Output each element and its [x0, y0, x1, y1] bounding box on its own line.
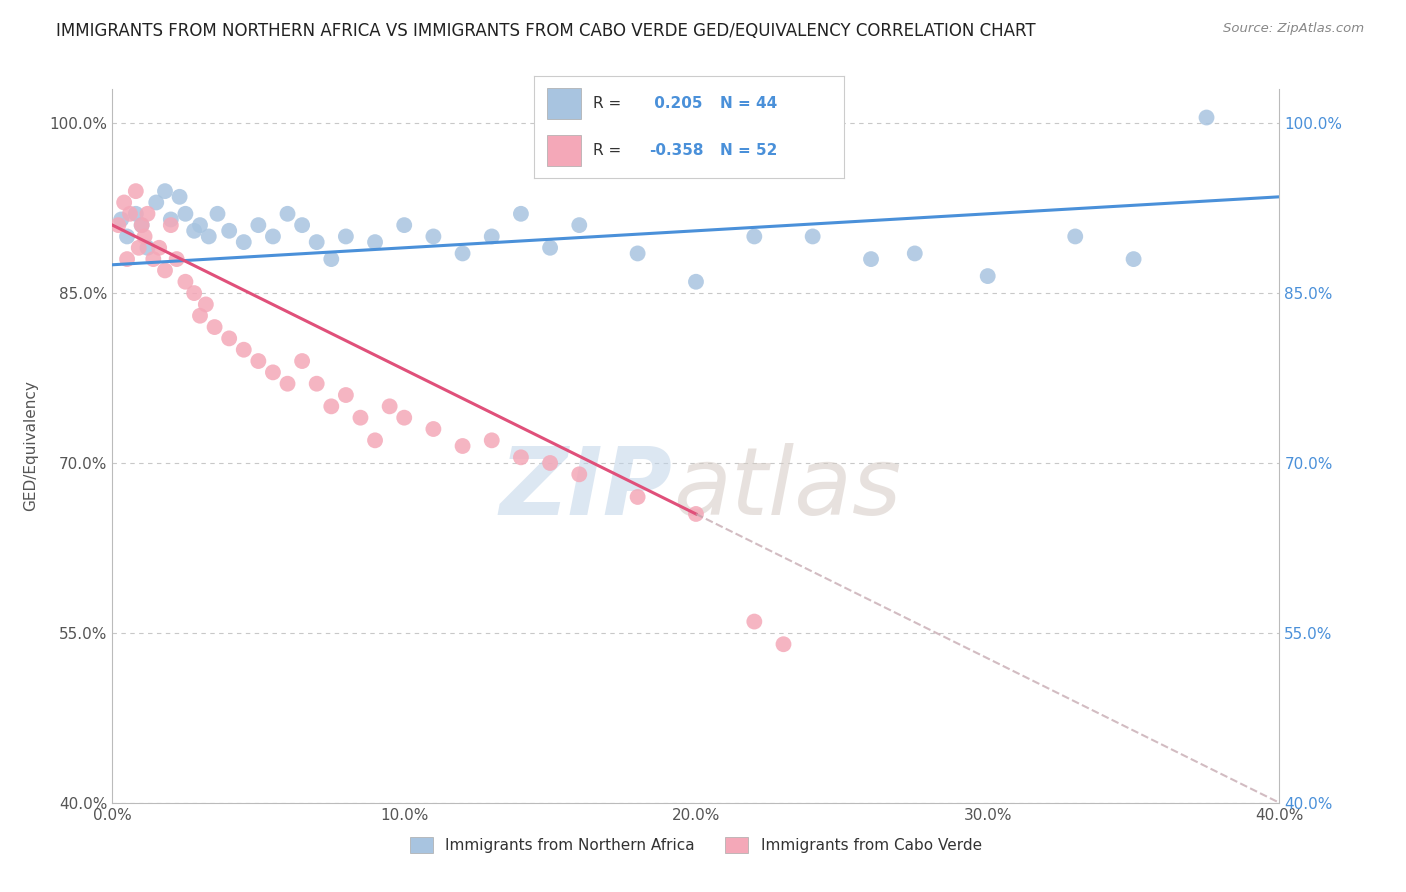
Text: R =: R =: [593, 144, 621, 158]
Point: [305, 376, 328, 391]
Point: [107, 218, 129, 232]
Point: [364, 434, 387, 448]
FancyBboxPatch shape: [547, 136, 581, 166]
Point: [291, 218, 314, 232]
Text: N = 52: N = 52: [720, 144, 778, 158]
Point: [232, 343, 254, 357]
Point: [451, 439, 474, 453]
Point: [1195, 111, 1218, 125]
Point: [801, 229, 824, 244]
Point: [142, 252, 165, 266]
Point: [131, 218, 153, 232]
Point: [277, 207, 299, 221]
Point: [394, 218, 416, 232]
Point: [174, 275, 197, 289]
Text: N = 44: N = 44: [720, 96, 778, 111]
Point: [568, 218, 591, 232]
Point: [153, 184, 176, 198]
Point: [1064, 229, 1087, 244]
Point: [232, 235, 254, 249]
Point: [134, 229, 156, 244]
Point: [153, 263, 176, 277]
Point: [118, 207, 141, 221]
Point: [262, 229, 284, 244]
Text: 0.205: 0.205: [648, 96, 702, 111]
Point: [125, 207, 148, 221]
Point: [509, 207, 531, 221]
Point: [110, 212, 132, 227]
Text: R =: R =: [593, 96, 621, 111]
Point: [364, 235, 387, 249]
Point: [131, 218, 153, 232]
Point: [422, 422, 444, 436]
Point: [247, 218, 270, 232]
Point: [188, 309, 211, 323]
Point: [194, 297, 217, 311]
Point: [207, 207, 229, 221]
Text: -0.358: -0.358: [648, 144, 703, 158]
Point: [744, 229, 766, 244]
Point: [204, 320, 226, 334]
Point: [335, 388, 357, 402]
Point: [335, 229, 357, 244]
Point: [1122, 252, 1144, 266]
Point: [166, 252, 188, 266]
Point: [183, 224, 205, 238]
Point: [218, 224, 240, 238]
Legend: Immigrants from Northern Africa, Immigrants from Cabo Verde: Immigrants from Northern Africa, Immigra…: [404, 831, 988, 859]
Y-axis label: GED/Equivalency: GED/Equivalency: [24, 381, 38, 511]
Point: [277, 376, 299, 391]
Point: [321, 252, 343, 266]
Point: [112, 195, 135, 210]
Point: [481, 434, 503, 448]
Point: [262, 365, 284, 379]
Point: [115, 252, 138, 266]
Point: [568, 467, 591, 482]
Point: [128, 241, 150, 255]
Point: [685, 275, 707, 289]
Point: [481, 229, 503, 244]
Point: [291, 354, 314, 368]
Point: [218, 331, 240, 345]
Point: [174, 207, 197, 221]
Point: [509, 450, 531, 465]
Point: [538, 456, 561, 470]
Point: [145, 195, 167, 210]
Text: IMMIGRANTS FROM NORTHERN AFRICA VS IMMIGRANTS FROM CABO VERDE GED/EQUIVALENCY CO: IMMIGRANTS FROM NORTHERN AFRICA VS IMMIG…: [56, 22, 1036, 40]
Point: [148, 241, 170, 255]
Point: [422, 229, 444, 244]
Point: [160, 218, 183, 232]
Point: [860, 252, 883, 266]
Point: [976, 269, 998, 284]
Point: [197, 229, 219, 244]
Point: [904, 246, 927, 260]
Point: [160, 212, 183, 227]
Point: [627, 490, 650, 504]
Point: [772, 637, 794, 651]
Point: [627, 246, 650, 260]
Text: atlas: atlas: [672, 443, 901, 534]
Point: [188, 218, 211, 232]
Point: [136, 241, 159, 255]
Point: [744, 615, 766, 629]
Point: [538, 241, 561, 255]
Point: [685, 507, 707, 521]
Point: [451, 246, 474, 260]
Point: [136, 207, 159, 221]
Point: [115, 229, 138, 244]
Point: [305, 235, 328, 249]
Point: [183, 286, 205, 301]
Point: [394, 410, 416, 425]
Point: [247, 354, 270, 368]
FancyBboxPatch shape: [547, 88, 581, 119]
Point: [349, 410, 371, 425]
Point: [321, 400, 343, 414]
Point: [378, 400, 401, 414]
Text: Source: ZipAtlas.com: Source: ZipAtlas.com: [1223, 22, 1364, 36]
Point: [125, 184, 148, 198]
Text: ZIP: ZIP: [499, 442, 672, 535]
Point: [169, 190, 191, 204]
